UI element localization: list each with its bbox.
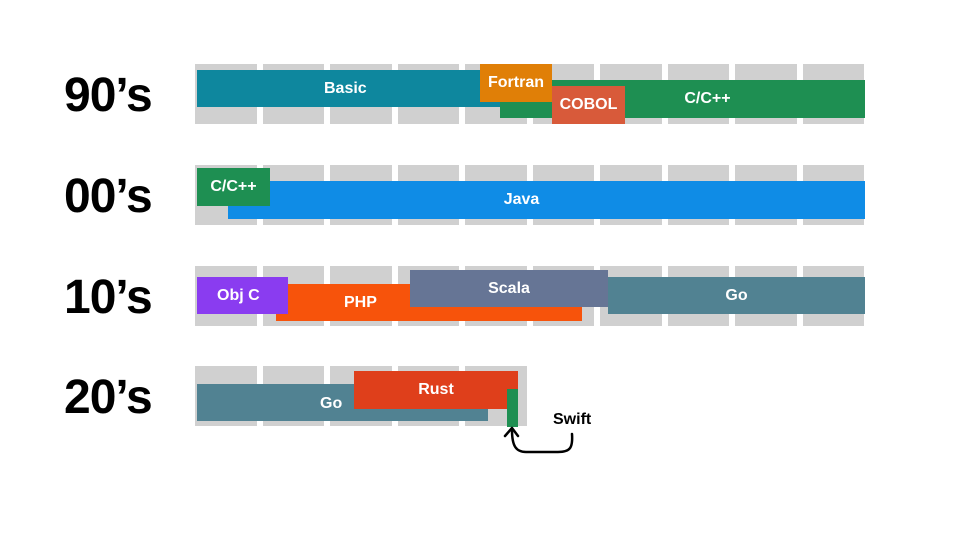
decade-90s-label: 90’s	[64, 69, 153, 122]
decade-20s-label: 20’s	[64, 371, 153, 424]
bar-swift	[507, 389, 518, 427]
curved-arrow-icon	[503, 426, 574, 454]
bar-java: Java	[228, 181, 865, 219]
bar-basic: Basic	[197, 70, 500, 107]
bar-cobol: COBOL	[552, 86, 625, 124]
bar-obj-c: Obj C	[197, 277, 288, 314]
bar-c-cpp-00s: C/C++	[197, 168, 270, 206]
decade-00s-label: 00’s	[64, 170, 153, 223]
decade-10s-label: 10’s	[64, 271, 153, 324]
bar-scala: Scala	[410, 270, 608, 307]
bar-rust: Rust	[354, 371, 518, 409]
swift-label: Swift	[553, 411, 592, 428]
bar-fortran: Fortran	[480, 64, 552, 102]
bar-go-10s: Go	[608, 277, 865, 314]
